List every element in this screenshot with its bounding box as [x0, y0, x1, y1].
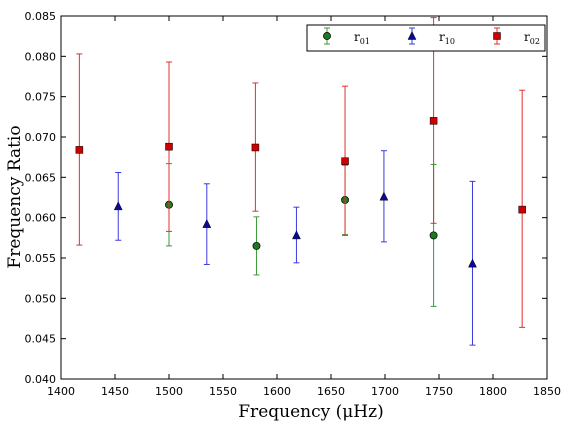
- axis-ticks: [60, 15, 548, 380]
- legend-label: r01: [354, 30, 370, 46]
- y-tick-label: 0.040: [25, 373, 57, 386]
- y-tick-label: 0.060: [25, 212, 57, 225]
- data-point: [165, 142, 173, 151]
- y-tick-label: 0.065: [25, 171, 57, 184]
- x-tick-label: 1700: [371, 385, 399, 398]
- legend-label: r10: [439, 30, 455, 46]
- x-tick-label: 1450: [101, 385, 129, 398]
- x-tick-label: 1600: [263, 385, 291, 398]
- legend-item-r10: r10: [407, 27, 455, 46]
- y-tick-label: 0.080: [25, 50, 57, 63]
- data-point: [113, 201, 123, 211]
- legend-label: r02: [524, 30, 540, 46]
- y-tick-label: 0.075: [25, 91, 57, 104]
- y-tick-label: 0.045: [25, 333, 57, 346]
- data-point: [429, 117, 438, 125]
- y-tick-label: 0.050: [25, 292, 57, 305]
- data-point: [252, 241, 261, 250]
- data-point: [75, 146, 84, 154]
- data-point: [518, 205, 526, 214]
- y-axis-title: Frequency Ratio: [5, 125, 25, 268]
- legend-item-r01: r01: [323, 27, 370, 46]
- x-tick-labels: 1400 1450 1500 1550 1600 1650 1700 1750 1800 1850: [47, 385, 561, 398]
- series-r10: [113, 150, 477, 346]
- legend: r01 r10 r02: [306, 24, 546, 52]
- data-point: [251, 143, 260, 152]
- legend-box: [306, 24, 546, 52]
- data-point: [379, 191, 389, 201]
- y-tick-labels: 0.040 0.045 0.050 0.055 0.060 0.065 0.070 0.075…: [25, 10, 57, 386]
- legend-marker: [407, 30, 417, 40]
- series-r01: [165, 163, 438, 307]
- y-tick-label: 0.085: [25, 10, 57, 23]
- plot-frame: [60, 15, 548, 380]
- series-r02: [75, 17, 526, 328]
- data-point: [429, 231, 438, 240]
- data-series: [75, 17, 526, 346]
- x-tick-label: 1650: [317, 385, 345, 398]
- x-tick-label: 1800: [479, 385, 507, 398]
- x-tick-label: 1850: [533, 385, 561, 398]
- legend-item-r02: r02: [493, 27, 540, 46]
- x-tick-label: 1550: [209, 385, 237, 398]
- data-point: [468, 258, 477, 268]
- data-point: [341, 157, 349, 165]
- legend-marker: [323, 32, 331, 40]
- legend-marker: [493, 32, 501, 40]
- x-tick-label: 1400: [47, 385, 75, 398]
- y-tick-label: 0.070: [25, 131, 57, 144]
- x-tick-label: 1750: [425, 385, 453, 398]
- data-point: [292, 230, 301, 240]
- y-tick-label: 0.055: [25, 252, 57, 265]
- data-point: [202, 219, 212, 228]
- x-axis-title: Frequency (μHz): [238, 402, 383, 422]
- x-tick-label: 1500: [155, 385, 183, 398]
